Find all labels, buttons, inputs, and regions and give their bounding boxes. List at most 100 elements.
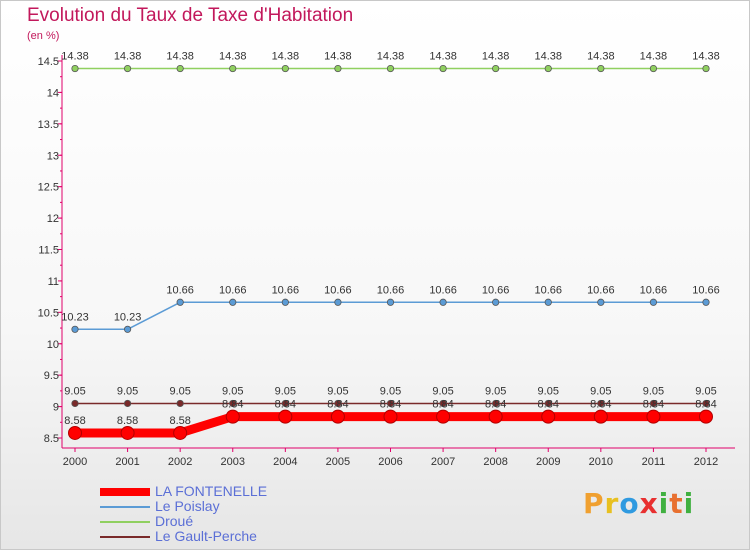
data-point [492, 298, 500, 306]
data-point [699, 409, 713, 424]
data-point [281, 64, 289, 73]
data-point [597, 64, 605, 73]
data-point [176, 64, 184, 73]
data-point [439, 298, 447, 306]
y-tick-label: 10.5 [38, 307, 59, 319]
data-point [386, 64, 395, 73]
logo-letter: i [683, 487, 695, 520]
data-label: 9.05 [432, 385, 453, 397]
data-point [544, 64, 552, 73]
data-point [593, 409, 608, 424]
data-point [544, 298, 552, 306]
data-label: 14.38 [587, 51, 615, 63]
data-point [68, 425, 82, 440]
series-line [74, 301, 707, 331]
data-point [71, 64, 79, 73]
data-point [229, 399, 237, 408]
legend-item: Droué [100, 514, 267, 529]
data-label: 10.66 [640, 284, 668, 296]
data-label: 10.66 [534, 284, 562, 296]
logo-letter: o [619, 487, 640, 520]
y-tick-label: 11.5 [38, 245, 59, 257]
chart-title: Evolution du Taux de Taxe d'Habitation [27, 5, 354, 26]
data-label: 9.05 [485, 385, 506, 397]
data-label: 9.05 [117, 385, 138, 397]
legend-swatch [100, 520, 150, 523]
data-label: 10.66 [377, 284, 405, 296]
y-tick-label: 13.5 [38, 119, 59, 131]
data-point [597, 399, 605, 408]
data-point [544, 399, 552, 408]
data-label: 9.05 [222, 385, 243, 397]
data-label: 14.38 [272, 51, 300, 63]
data-label: 14.38 [692, 51, 720, 63]
data-label: 10.66 [166, 284, 194, 296]
legend-swatch [100, 535, 150, 538]
data-point [176, 399, 184, 408]
data-point [492, 399, 500, 408]
data-label: 10.66 [587, 284, 615, 296]
x-tick-label: 2002 [168, 456, 192, 468]
data-point [330, 409, 345, 424]
legend-swatch [100, 487, 150, 496]
x-tick-label: 2012 [694, 456, 718, 468]
logo-letter: i [658, 487, 670, 520]
legend-label: Le Poislay [155, 498, 220, 514]
data-label: 10.23 [61, 311, 89, 323]
data-label: 9.05 [695, 385, 716, 397]
data-label: 9.05 [169, 385, 190, 397]
data-point [229, 298, 237, 306]
data-label: 8.84 [590, 399, 611, 411]
x-tick-label: 2011 [642, 456, 666, 468]
data-label: 14.38 [377, 51, 405, 63]
data-label: 9.05 [643, 385, 664, 397]
data-label: 14.38 [429, 51, 457, 63]
data-label: 8.84 [432, 399, 453, 411]
data-point [123, 399, 132, 408]
data-point [71, 399, 79, 408]
data-point [702, 399, 710, 408]
data-label: 14.38 [61, 51, 89, 63]
x-tick-label: 2000 [63, 456, 87, 468]
data-label: 10.66 [429, 284, 457, 296]
data-label: 9.05 [64, 385, 85, 397]
x-tick-label: 2004 [273, 456, 297, 468]
y-tick-label: 14.5 [38, 56, 59, 68]
data-point [334, 298, 342, 306]
legend-item: Le Poislay [100, 499, 267, 514]
data-point [383, 409, 398, 424]
data-point [386, 399, 395, 408]
data-point [597, 298, 605, 306]
data-label: 14.38 [534, 51, 562, 63]
data-point [281, 399, 289, 408]
data-point [71, 325, 79, 333]
data-label: 8.58 [169, 415, 190, 427]
y-tick-label: 9 [53, 402, 59, 414]
data-point [123, 325, 132, 333]
data-point [281, 298, 289, 306]
data-point [278, 409, 293, 424]
unit-label: (en %) [27, 30, 60, 42]
logo-letter: x [639, 487, 659, 520]
legend-label: Droué [155, 513, 194, 529]
data-label: 8.84 [643, 399, 664, 411]
data-label: 10.66 [482, 284, 510, 296]
x-tick-label: 2010 [589, 456, 613, 468]
x-tick-label: 2003 [221, 456, 245, 468]
data-label: 9.05 [380, 385, 401, 397]
data-label: 9.05 [590, 385, 611, 397]
data-label: 8.58 [117, 415, 138, 427]
data-label: 10.23 [114, 311, 142, 323]
data-point [649, 399, 658, 408]
x-tick-label: 2001 [115, 456, 139, 468]
y-tick-label: 10 [47, 339, 59, 351]
data-point [123, 64, 132, 73]
data-label: 14.38 [324, 51, 352, 63]
data-label: 8.84 [275, 399, 296, 411]
proxiti-logo: Proxiti [583, 487, 694, 520]
data-label: 14.38 [114, 51, 142, 63]
y-tick-label: 12.5 [38, 182, 59, 194]
data-point [649, 298, 658, 306]
x-tick-label: 2009 [536, 456, 560, 468]
